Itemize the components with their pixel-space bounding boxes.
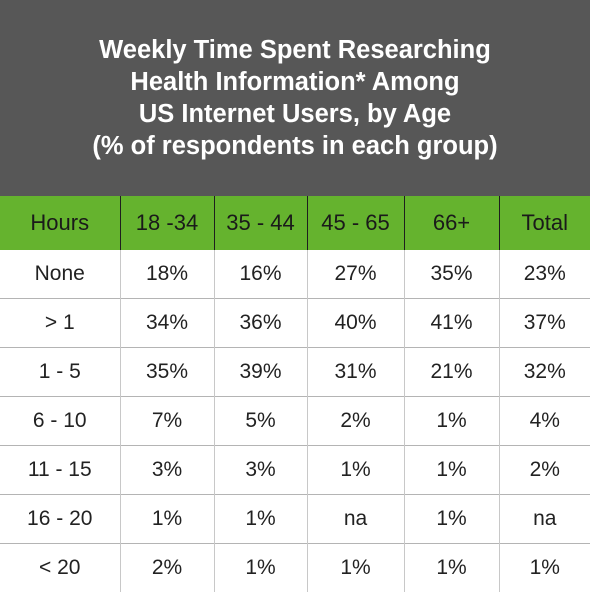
column-header-18-34: 18 -34 [120, 196, 214, 250]
cell-45-65: 40% [307, 299, 404, 348]
cell-66-plus: 1% [404, 495, 499, 544]
cell-45-65: 27% [307, 250, 404, 299]
cell-18-34: 18% [120, 250, 214, 299]
row-label: 6 - 10 [0, 397, 120, 446]
column-header-hours: Hours [0, 196, 120, 250]
cell-18-34: 35% [120, 348, 214, 397]
row-label: 16 - 20 [0, 495, 120, 544]
cell-total: 37% [499, 299, 590, 348]
cell-total: na [499, 495, 590, 544]
cell-45-65: 1% [307, 446, 404, 495]
cell-total: 32% [499, 348, 590, 397]
row-label: 1 - 5 [0, 348, 120, 397]
title-line-1: Weekly Time Spent Researching [99, 34, 491, 66]
data-table: Hours 18 -34 35 - 44 45 - 65 66+ Total N… [0, 196, 590, 592]
title-line-2: Health Information* Among [130, 66, 459, 98]
cell-35-44: 1% [214, 544, 307, 592]
column-header-66-plus: 66+ [404, 196, 499, 250]
cell-18-34: 3% [120, 446, 214, 495]
cell-35-44: 16% [214, 250, 307, 299]
cell-45-65: 2% [307, 397, 404, 446]
header-row: Hours 18 -34 35 - 44 45 - 65 66+ Total [0, 196, 590, 250]
cell-35-44: 1% [214, 495, 307, 544]
cell-45-65: 1% [307, 544, 404, 592]
column-header-total: Total [499, 196, 590, 250]
column-header-45-65: 45 - 65 [307, 196, 404, 250]
cell-66-plus: 1% [404, 544, 499, 592]
title-line-4: (% of respondents in each group) [92, 130, 497, 162]
cell-35-44: 39% [214, 348, 307, 397]
cell-total: 1% [499, 544, 590, 592]
cell-18-34: 34% [120, 299, 214, 348]
row-label: < 20 [0, 544, 120, 592]
table-title: Weekly Time Spent Researching Health Inf… [0, 0, 590, 196]
cell-66-plus: 41% [404, 299, 499, 348]
row-label: 11 - 15 [0, 446, 120, 495]
cell-66-plus: 35% [404, 250, 499, 299]
cell-18-34: 2% [120, 544, 214, 592]
row-label: > 1 [0, 299, 120, 348]
column-header-35-44: 35 - 44 [214, 196, 307, 250]
cell-45-65: na [307, 495, 404, 544]
cell-35-44: 3% [214, 446, 307, 495]
row-label: None [0, 250, 120, 299]
cell-35-44: 36% [214, 299, 307, 348]
cell-66-plus: 21% [404, 348, 499, 397]
cell-45-65: 31% [307, 348, 404, 397]
cell-18-34: 7% [120, 397, 214, 446]
cell-35-44: 5% [214, 397, 307, 446]
cell-66-plus: 1% [404, 397, 499, 446]
cell-total: 4% [499, 397, 590, 446]
cell-total: 23% [499, 250, 590, 299]
cell-18-34: 1% [120, 495, 214, 544]
title-line-3: US Internet Users, by Age [139, 98, 451, 130]
cell-total: 2% [499, 446, 590, 495]
cell-66-plus: 1% [404, 446, 499, 495]
